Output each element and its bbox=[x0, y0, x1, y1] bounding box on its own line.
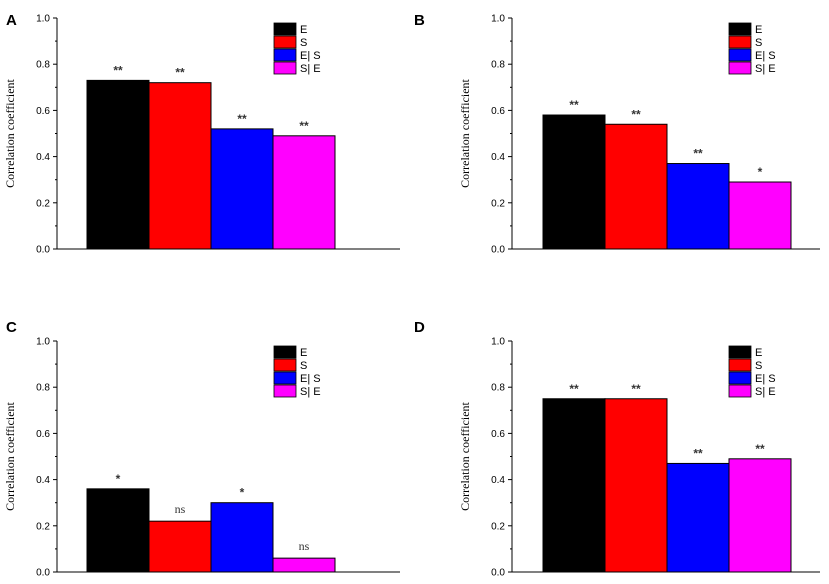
legend-label-a-1: S bbox=[300, 37, 307, 49]
legend-label-d-3: S| E bbox=[755, 386, 776, 398]
legend-label-c-1: S bbox=[300, 360, 307, 372]
y-tick-label-d-4: 0.8 bbox=[491, 383, 505, 394]
y-tick-label-d-2: 0.4 bbox=[491, 475, 505, 486]
bar-c-3 bbox=[272, 557, 336, 573]
significance-label-c-3: ns bbox=[299, 539, 310, 553]
bar-c-1 bbox=[148, 520, 212, 573]
y-tick-label-b-5: 1.0 bbox=[491, 14, 505, 25]
y-tick-label-d-5: 1.0 bbox=[491, 337, 505, 348]
legend-swatch-c-1 bbox=[273, 358, 297, 372]
y-tick-label-b-2: 0.4 bbox=[491, 152, 505, 163]
significance-label-d-0: ** bbox=[569, 382, 579, 396]
legend-label-a-3: S| E bbox=[300, 63, 321, 75]
y-tick-label-a-5: 1.0 bbox=[36, 14, 50, 25]
bar-a-2 bbox=[210, 128, 274, 250]
legend-label-d-0: E bbox=[755, 347, 762, 359]
y-axis-title-b: Correlation coefficient bbox=[458, 78, 472, 187]
legend-label-a-0: E bbox=[300, 24, 307, 36]
y-axis-title-d: Correlation coefficient bbox=[458, 401, 472, 510]
significance-label-a-0: ** bbox=[113, 63, 123, 77]
legend-swatch-c-3 bbox=[273, 384, 297, 398]
panel-letter-b: B bbox=[414, 12, 425, 29]
y-tick-label-a-0: 0.0 bbox=[36, 245, 50, 256]
bar-c-2 bbox=[210, 502, 274, 573]
panel-letter-d: D bbox=[414, 319, 425, 336]
bar-d-0 bbox=[542, 398, 606, 573]
bar-b-2 bbox=[666, 163, 730, 250]
bar-b-0 bbox=[542, 114, 606, 250]
y-tick-label-a-3: 0.6 bbox=[36, 106, 50, 117]
bar-b-3 bbox=[728, 181, 792, 250]
legend-swatch-c-0 bbox=[273, 345, 297, 359]
legend-swatch-a-3 bbox=[273, 61, 297, 75]
y-axis-title-a: Correlation coefficient bbox=[3, 78, 17, 187]
legend-label-c-2: E| S bbox=[300, 373, 321, 385]
y-tick-label-d-0: 0.0 bbox=[491, 568, 505, 579]
bar-d-2 bbox=[666, 462, 730, 573]
bar-a-0 bbox=[86, 79, 150, 250]
significance-label-a-1: ** bbox=[175, 66, 185, 80]
significance-label-b-0: ** bbox=[569, 98, 579, 112]
significance-label-c-1: ns bbox=[175, 502, 186, 516]
y-tick-label-c-0: 0.0 bbox=[36, 568, 50, 579]
y-tick-label-b-1: 0.2 bbox=[491, 198, 505, 209]
legend-swatch-d-2 bbox=[728, 371, 752, 385]
legend-swatch-a-2 bbox=[273, 48, 297, 62]
legend-label-c-3: S| E bbox=[300, 386, 321, 398]
legend-swatch-a-1 bbox=[273, 35, 297, 49]
bar-a-3 bbox=[272, 135, 336, 250]
bar-a-1 bbox=[148, 82, 212, 250]
legend-label-b-1: S bbox=[755, 37, 762, 49]
y-tick-label-c-2: 0.4 bbox=[36, 475, 50, 486]
y-tick-label-a-4: 0.8 bbox=[36, 60, 50, 71]
significance-label-b-1: ** bbox=[631, 107, 641, 121]
legend-swatch-d-1 bbox=[728, 358, 752, 372]
y-axis-title-c: Correlation coefficient bbox=[3, 401, 17, 510]
significance-label-b-3: * bbox=[758, 165, 763, 179]
y-tick-label-a-1: 0.2 bbox=[36, 198, 50, 209]
legend-swatch-a-0 bbox=[273, 22, 297, 36]
panel-letter-a: A bbox=[6, 12, 17, 29]
y-tick-label-c-4: 0.8 bbox=[36, 383, 50, 394]
bar-d-3 bbox=[728, 458, 792, 573]
bar-c-0 bbox=[86, 488, 150, 573]
significance-label-c-2: * bbox=[240, 486, 245, 500]
legend-swatch-d-0 bbox=[728, 345, 752, 359]
legend-label-a-2: E| S bbox=[300, 50, 321, 62]
significance-label-b-2: ** bbox=[693, 147, 703, 161]
y-tick-label-c-1: 0.2 bbox=[36, 521, 50, 532]
legend-label-d-2: E| S bbox=[755, 373, 776, 385]
legend-swatch-d-3 bbox=[728, 384, 752, 398]
y-tick-label-d-3: 0.6 bbox=[491, 429, 505, 440]
y-tick-label-b-3: 0.6 bbox=[491, 106, 505, 117]
legend-swatch-b-2 bbox=[728, 48, 752, 62]
significance-label-d-1: ** bbox=[631, 382, 641, 396]
y-tick-label-a-2: 0.4 bbox=[36, 152, 50, 163]
legend-label-b-0: E bbox=[755, 24, 762, 36]
significance-label-c-0: * bbox=[116, 472, 121, 486]
y-tick-label-b-4: 0.8 bbox=[491, 60, 505, 71]
legend-swatch-c-2 bbox=[273, 371, 297, 385]
significance-label-a-2: ** bbox=[237, 112, 247, 126]
bar-d-1 bbox=[604, 398, 668, 573]
legend-swatch-b-0 bbox=[728, 22, 752, 36]
legend-label-d-1: S bbox=[755, 360, 762, 372]
legend-swatch-b-3 bbox=[728, 61, 752, 75]
bar-b-1 bbox=[604, 123, 668, 250]
legend-label-b-3: S| E bbox=[755, 63, 776, 75]
y-tick-label-d-1: 0.2 bbox=[491, 521, 505, 532]
y-tick-label-c-5: 1.0 bbox=[36, 337, 50, 348]
y-tick-label-b-0: 0.0 bbox=[491, 245, 505, 256]
panel-letter-c: C bbox=[6, 319, 17, 336]
legend-swatch-b-1 bbox=[728, 35, 752, 49]
significance-label-d-2: ** bbox=[693, 446, 703, 460]
y-tick-label-c-3: 0.6 bbox=[36, 429, 50, 440]
legend-label-c-0: E bbox=[300, 347, 307, 359]
significance-label-a-3: ** bbox=[299, 119, 309, 133]
legend-label-b-2: E| S bbox=[755, 50, 776, 62]
significance-label-d-3: ** bbox=[755, 442, 765, 456]
